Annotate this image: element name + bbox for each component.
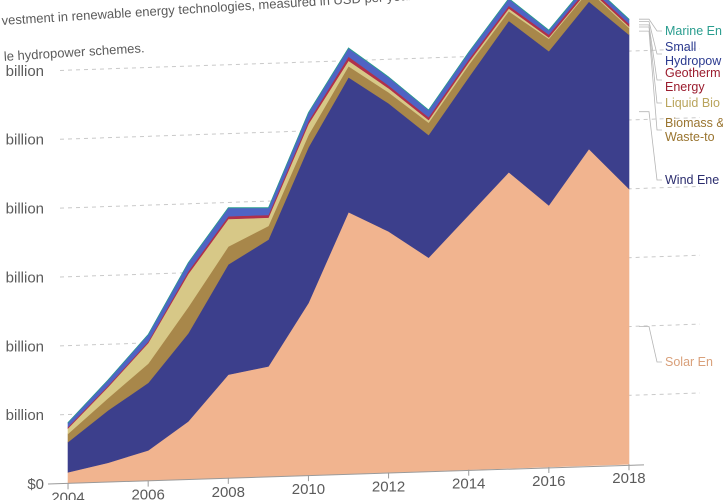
x-tick-label: 2016 — [532, 473, 565, 490]
x-tick-label: 2006 — [131, 487, 164, 500]
x-tick-label: 2008 — [212, 484, 245, 500]
legend-leader — [639, 111, 662, 181]
legend-label: Geotherm — [665, 66, 721, 80]
legend-label: Small — [665, 40, 696, 54]
legend-leader — [639, 24, 662, 81]
x-tick-label: 2010 — [292, 481, 325, 498]
y-tick-label: billion — [6, 201, 44, 218]
x-tick-label: 2004 — [51, 489, 84, 500]
legend-label: Hydropow — [665, 54, 722, 68]
y-tick-label: billion — [6, 407, 44, 424]
legend-label: Energy — [665, 80, 705, 94]
x-tick-label: 2018 — [612, 470, 645, 487]
legend-label: Waste-to — [665, 130, 715, 144]
gridline — [59, 48, 701, 71]
area-6 — [67, 0, 630, 424]
legend-leader — [639, 18, 662, 32]
legend-label: Liquid Bio — [665, 96, 720, 110]
y-tick-label: $0 — [27, 476, 44, 493]
y-tick-label: billion — [6, 338, 44, 355]
y-tick-label: billion — [6, 63, 44, 80]
legend-label: Wind Ene — [665, 173, 719, 187]
legend-leader — [639, 26, 662, 104]
legend-leader — [639, 21, 662, 55]
axes: $0 billion billion billion billion billion bil… — [6, 63, 646, 500]
x-axis-line — [47, 464, 645, 485]
x-tick-label: 2012 — [372, 478, 405, 495]
legend-label: Biomass & — [665, 116, 723, 130]
y-tick-label: billion — [6, 269, 44, 286]
legend-leader — [639, 30, 662, 131]
legend-leader — [639, 326, 662, 363]
legend-label: Marine En — [665, 24, 722, 38]
area-series — [67, 0, 630, 484]
x-tick-label: 2014 — [452, 476, 485, 493]
legend-label: Solar En — [665, 355, 713, 369]
y-tick-label: billion — [6, 132, 44, 149]
